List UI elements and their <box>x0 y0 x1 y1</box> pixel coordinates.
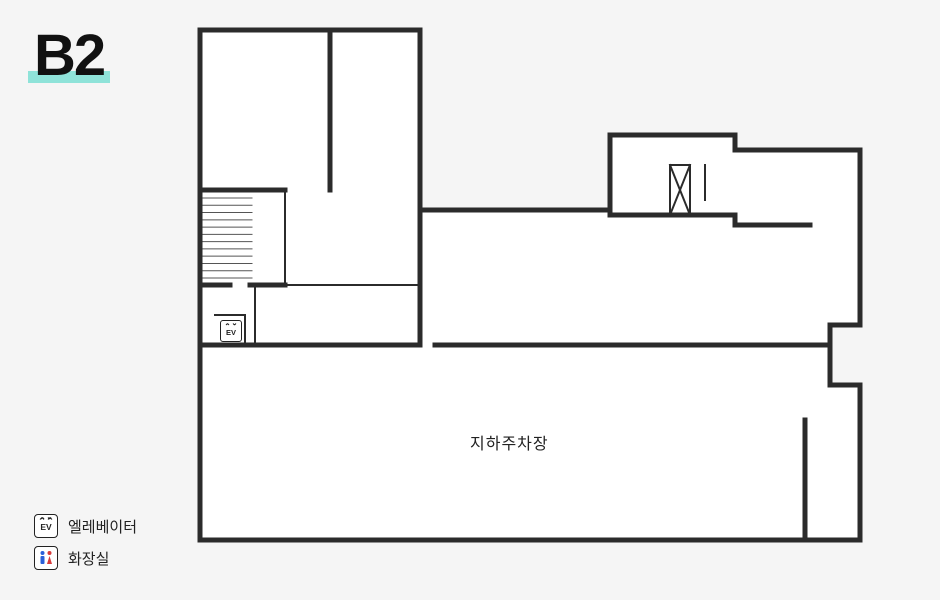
svg-text:EV: EV <box>40 522 52 532</box>
restroom-icon <box>34 546 58 570</box>
legend-restroom: 화장실 <box>34 546 137 570</box>
legend: EV 엘레베이터 화장실 <box>34 506 137 570</box>
floor-label: B2 <box>34 22 104 89</box>
elevator-icon: EV <box>34 514 58 538</box>
elevator-marker: EV <box>220 320 242 342</box>
legend-elevator-label: 엘레베이터 <box>68 516 137 537</box>
legend-elevator: EV 엘레베이터 <box>34 514 137 538</box>
floorplan: 지하주차장 EV <box>190 20 890 570</box>
svg-text:EV: EV <box>226 328 236 337</box>
legend-restroom-label: 화장실 <box>68 548 109 569</box>
parking-label: 지하주차장 <box>470 430 549 454</box>
